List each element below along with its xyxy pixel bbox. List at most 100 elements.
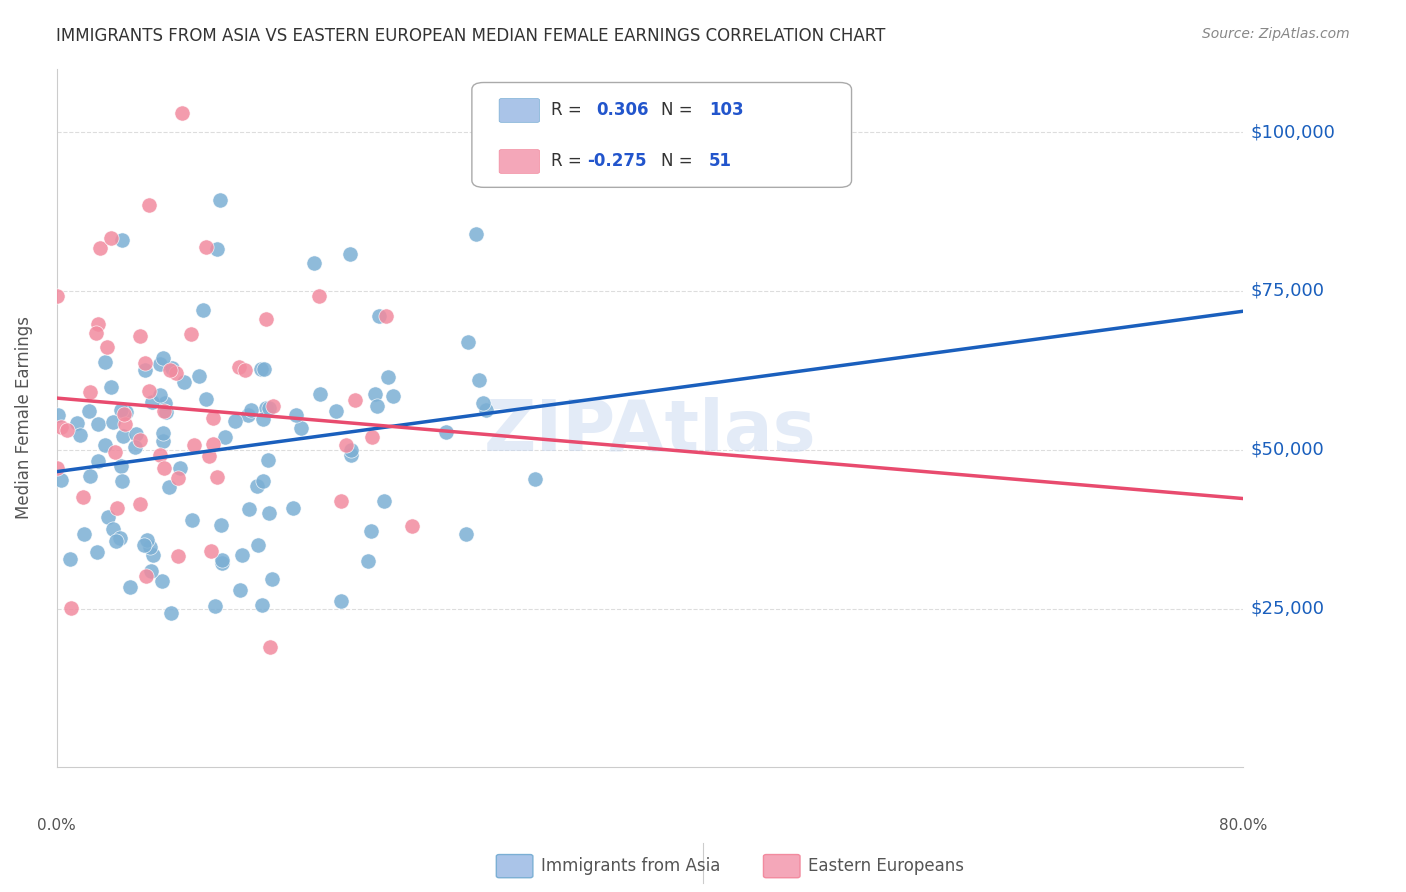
Text: ZIPAtlas: ZIPAtlas — [484, 398, 815, 467]
Point — [114, 404, 136, 418]
Point — [104, 534, 127, 549]
Point — [457, 334, 479, 349]
Y-axis label: Median Female Earnings: Median Female Earnings — [15, 317, 32, 519]
FancyBboxPatch shape — [499, 99, 540, 122]
Point — [325, 404, 347, 418]
Point — [166, 471, 188, 485]
Point — [96, 340, 118, 354]
Point — [180, 327, 202, 342]
Text: IMMIGRANTS FROM ASIA VS EASTERN EUROPEAN MEDIAN FEMALE EARNINGS CORRELATION CHAR: IMMIGRANTS FROM ASIA VS EASTERN EUROPEAN… — [56, 27, 886, 45]
Point — [254, 311, 277, 326]
Point — [149, 448, 172, 462]
Point — [111, 429, 134, 443]
Point — [66, 417, 89, 431]
Point — [56, 423, 79, 437]
Text: $25,000: $25,000 — [1250, 599, 1324, 617]
Point — [167, 549, 190, 564]
Text: 0.306: 0.306 — [596, 102, 650, 120]
Point — [181, 513, 204, 527]
Point — [135, 533, 157, 547]
Point — [46, 461, 69, 475]
Point — [111, 474, 134, 488]
Point — [141, 394, 163, 409]
Point — [86, 544, 108, 558]
Point — [51, 420, 73, 434]
Point — [211, 553, 233, 567]
Point — [129, 496, 152, 510]
Point — [246, 479, 269, 493]
Point — [152, 460, 174, 475]
Point — [187, 368, 209, 383]
Point — [257, 401, 280, 416]
Point — [134, 356, 156, 370]
Point — [472, 396, 495, 410]
Point — [152, 351, 174, 366]
Point — [77, 404, 100, 418]
Point — [382, 389, 405, 403]
Text: 103: 103 — [709, 102, 744, 120]
Point — [114, 417, 136, 431]
Point — [125, 427, 148, 442]
Point — [259, 506, 281, 520]
Point — [86, 318, 108, 332]
Point — [330, 494, 353, 508]
Point — [94, 355, 117, 369]
Point — [110, 458, 132, 473]
Point — [357, 553, 380, 567]
Point — [367, 309, 389, 323]
Point — [198, 450, 221, 464]
Point — [214, 430, 236, 444]
Point — [105, 501, 128, 516]
Point — [209, 194, 232, 208]
Point — [205, 242, 228, 256]
Point — [290, 421, 312, 435]
Point — [153, 404, 176, 418]
Point — [253, 361, 276, 376]
Point — [135, 569, 157, 583]
Point — [94, 437, 117, 451]
Text: -0.275: -0.275 — [586, 153, 647, 170]
Point — [250, 598, 273, 612]
Point — [309, 387, 332, 401]
Point — [160, 360, 183, 375]
Text: N =: N = — [661, 153, 697, 170]
Point — [330, 594, 353, 608]
Point — [340, 448, 363, 462]
Point — [124, 440, 146, 454]
Text: $75,000: $75,000 — [1250, 282, 1324, 300]
Point — [335, 438, 357, 452]
Point — [339, 247, 361, 261]
Point — [155, 405, 177, 419]
Point — [377, 369, 399, 384]
Point — [128, 329, 150, 343]
Point — [152, 434, 174, 448]
Text: $100,000: $100,000 — [1250, 123, 1336, 141]
Point — [183, 438, 205, 452]
Point — [97, 510, 120, 524]
FancyBboxPatch shape — [472, 82, 852, 187]
Point — [211, 556, 233, 570]
Point — [252, 412, 274, 426]
Point — [72, 490, 94, 504]
Point — [204, 599, 226, 613]
Point — [46, 408, 69, 422]
Point — [150, 574, 173, 589]
Point — [434, 425, 457, 440]
Point — [149, 388, 172, 402]
Point — [308, 289, 330, 303]
Point — [59, 551, 82, 566]
Point — [139, 540, 162, 554]
Point — [361, 430, 384, 444]
Point — [60, 601, 83, 615]
Text: Eastern Europeans: Eastern Europeans — [808, 857, 965, 875]
Text: 80.0%: 80.0% — [1219, 818, 1267, 833]
Point — [252, 474, 274, 488]
Text: Immigrants from Asia: Immigrants from Asia — [541, 857, 721, 875]
Point — [257, 452, 280, 467]
Point — [103, 445, 125, 459]
Point — [373, 494, 395, 508]
Point — [159, 363, 181, 377]
Point — [259, 640, 281, 654]
Point — [138, 384, 160, 399]
Point — [69, 428, 91, 442]
